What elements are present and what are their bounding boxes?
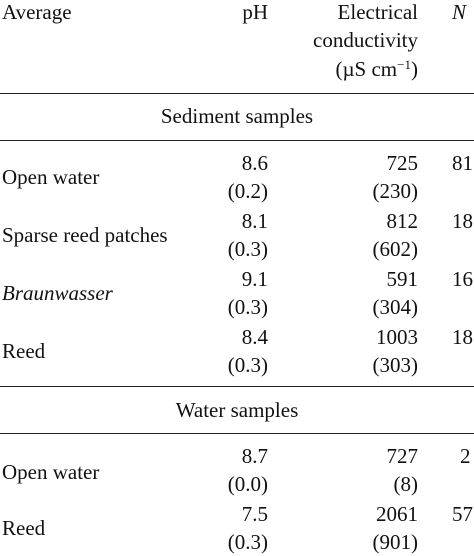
row-ph-sd: (0.3) (227, 237, 268, 261)
row-n: 18 (452, 209, 473, 233)
row-ec: 727 (386, 444, 419, 468)
row-label: Reed (2, 339, 46, 363)
header-ec-unit-post: ) (411, 57, 418, 81)
row-n: 81 (452, 151, 473, 175)
row-ec-sd: (230) (372, 179, 419, 203)
header-ec-line2: conductivity (313, 28, 418, 52)
row-ec: 725 (386, 151, 419, 175)
row-ph-sd: (0.0) (227, 472, 268, 496)
row-label: Open water (2, 165, 100, 189)
row-n: 18 (452, 325, 473, 349)
row-ec: 2061 (376, 502, 418, 526)
row-ph: 8.7 (241, 444, 268, 468)
row-ec-sd: (8) (393, 472, 419, 496)
header-ec-unit-pre: (µS cm (335, 57, 398, 81)
row-n: 16 (452, 267, 473, 291)
section-title-sediment: Sediment samples (160, 104, 314, 128)
row-n: 2 (460, 444, 471, 468)
row-ec-sd: (901) (372, 530, 419, 554)
row-ph: 7.5 (241, 502, 268, 526)
row-ph: 8.1 (241, 209, 268, 233)
header-ec-line1: Electrical (337, 0, 418, 24)
row-ph-sd: (0.2) (227, 179, 268, 203)
header-n: N (452, 0, 467, 24)
row-label: Sparse reed patches (2, 223, 168, 247)
row-label: Open water (2, 460, 100, 484)
header-average: Average (2, 0, 72, 24)
row-ec: 812 (386, 209, 419, 233)
row-ec: 1003 (376, 325, 418, 349)
header-ph: pH (242, 0, 268, 24)
row-ec-sd: (304) (372, 295, 419, 319)
section-title-water: Water samples (175, 398, 299, 422)
section-rule-top-water (0, 386, 474, 387)
row-ph: 8.4 (241, 325, 268, 349)
section-rule-water (0, 433, 474, 434)
row-ph-sd: (0.3) (227, 530, 268, 554)
row-ec-sd: (303) (372, 353, 419, 377)
header-rule (0, 93, 474, 94)
row-n: 57 (452, 502, 473, 526)
row-ph: 8.6 (241, 151, 268, 175)
row-label: Braunwasser (2, 281, 113, 305)
row-ph-sd: (0.3) (227, 295, 268, 319)
row-ph-sd: (0.3) (227, 353, 268, 377)
row-ec-sd: (602) (372, 237, 419, 261)
header-ec-unit-sup: −1 (397, 57, 411, 72)
row-ec: 591 (386, 267, 419, 291)
row-ph: 9.1 (241, 267, 268, 291)
header-ec-unit: (µS cm−1) (335, 57, 418, 81)
section-rule-sediment (0, 140, 474, 141)
row-label: Reed (2, 516, 46, 540)
